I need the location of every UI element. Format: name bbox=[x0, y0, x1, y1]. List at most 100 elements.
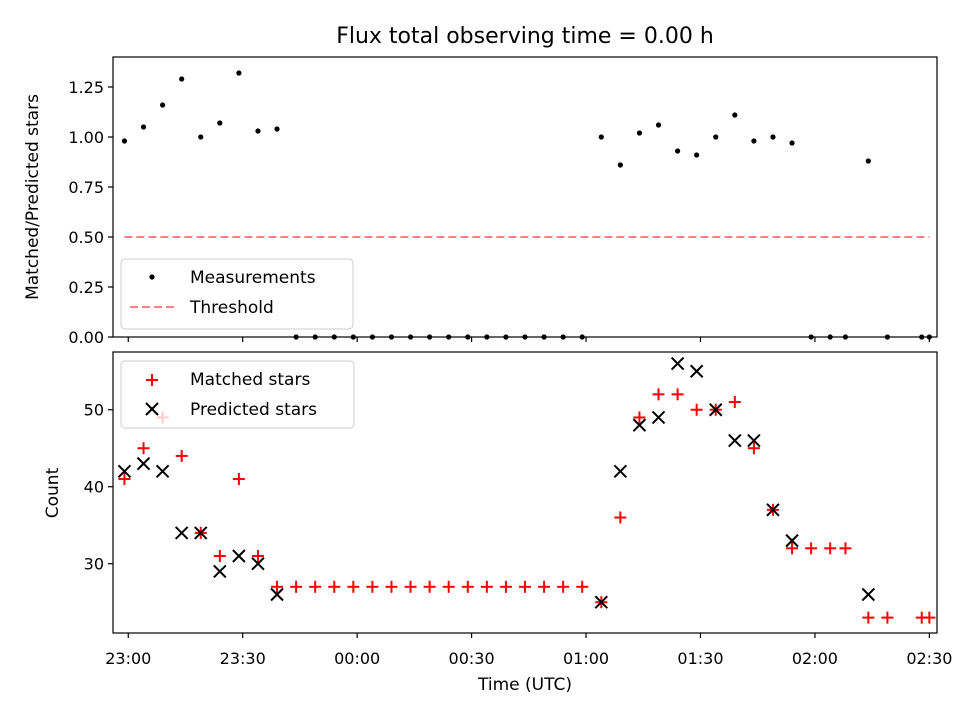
measurement-point bbox=[865, 158, 871, 164]
measurement-point bbox=[770, 134, 776, 140]
predicted-star-point bbox=[594, 595, 609, 609]
y-tick-label: 50 bbox=[84, 401, 104, 420]
y-tick-label: 1.25 bbox=[68, 78, 104, 97]
y-tick-label: 1.00 bbox=[68, 128, 104, 147]
measurement-point bbox=[751, 138, 757, 144]
predicted-star-point bbox=[251, 557, 265, 571]
ratio-y-axis-label: Matched/Predicted stars bbox=[23, 94, 43, 300]
x-tick-label: 23:00 bbox=[105, 649, 151, 668]
ratio-legend: Measurements Threshold bbox=[120, 258, 354, 330]
matched-star-point bbox=[404, 580, 417, 593]
count-y-axis: 30 40 50 bbox=[84, 401, 113, 574]
measurement-point bbox=[140, 124, 147, 130]
ratio-legend-box bbox=[120, 258, 354, 330]
matched-star-point bbox=[347, 580, 360, 593]
measurement-point bbox=[159, 102, 166, 108]
predicted-star-point bbox=[785, 533, 799, 548]
predicted-star-point bbox=[194, 526, 208, 540]
measurements-legend-marker bbox=[149, 274, 155, 280]
measurement-point bbox=[236, 70, 242, 76]
matched-star-point bbox=[328, 580, 341, 593]
matched-star-point bbox=[251, 550, 264, 563]
threshold-legend-label: Threshold bbox=[189, 298, 274, 318]
x-tick-label: 01:30 bbox=[677, 649, 723, 668]
x-tick-label: 00:30 bbox=[449, 649, 495, 668]
predicted-star-point bbox=[689, 364, 704, 378]
predicted-legend-marker bbox=[145, 402, 159, 416]
matched-star-point bbox=[175, 449, 188, 462]
measurement-point bbox=[255, 128, 261, 134]
count-legend-box bbox=[120, 360, 355, 429]
matched-star-point bbox=[442, 580, 455, 593]
x-axis-label: Time (UTC) bbox=[477, 675, 572, 695]
y-tick-label: 30 bbox=[84, 555, 104, 574]
predicted-star-point bbox=[651, 410, 666, 425]
matched-star-point bbox=[839, 542, 852, 555]
count-x-axis: 23:00 23:30 00:00 00:30 01:00 01:30 02:00 02:30 bbox=[105, 633, 952, 668]
measurement-point bbox=[713, 134, 719, 140]
matched-star-point bbox=[881, 611, 894, 624]
matched-star-point bbox=[862, 611, 875, 624]
matched-star-point bbox=[366, 580, 379, 593]
predicted-star-point bbox=[270, 587, 284, 602]
measurement-point bbox=[121, 138, 128, 144]
predicted-star-point bbox=[136, 456, 151, 471]
measurement-point bbox=[674, 148, 681, 154]
y-tick-label: 40 bbox=[84, 478, 104, 497]
measurement-point bbox=[694, 152, 700, 158]
matched-star-point bbox=[652, 388, 665, 401]
x-tick-label: 01:00 bbox=[563, 649, 609, 668]
y-tick-label: 0.75 bbox=[68, 178, 104, 197]
predicted-star-point bbox=[728, 433, 742, 448]
predicted-legend-label: Predicted stars bbox=[190, 400, 317, 420]
matched-legend-marker bbox=[146, 374, 158, 386]
matched-star-point bbox=[824, 542, 837, 555]
matched-star-point bbox=[728, 396, 741, 409]
x-tick-label: 02:30 bbox=[906, 649, 952, 668]
matched-star-point bbox=[423, 580, 436, 593]
matched-star-point bbox=[385, 580, 398, 593]
predicted-star-point bbox=[174, 526, 189, 540]
matched-legend-label: Matched stars bbox=[190, 370, 310, 390]
matched-star-point bbox=[137, 442, 150, 455]
matched-star-point bbox=[614, 511, 627, 524]
ratio-panel: 0.00 0.25 0.50 0.75 1.00 1.25 Matched/Predict… bbox=[23, 56, 938, 347]
y-tick-label: 0.00 bbox=[68, 328, 104, 347]
measurements-legend-label: Measurements bbox=[190, 268, 316, 288]
x-tick-label: 23:30 bbox=[220, 649, 266, 668]
matched-star-point bbox=[290, 580, 303, 593]
matched-star-point bbox=[805, 542, 818, 555]
predicted-star-point bbox=[861, 587, 876, 602]
predicted-star-point bbox=[670, 356, 685, 371]
matched-star-point bbox=[118, 473, 131, 486]
x-tick-label: 02:00 bbox=[792, 649, 838, 668]
matched-star-point bbox=[519, 580, 531, 593]
matched-star-point bbox=[538, 580, 551, 593]
matched-star-point bbox=[671, 388, 684, 401]
matched-star-point bbox=[480, 580, 493, 593]
measurement-point bbox=[179, 76, 185, 82]
figure-title: Flux total observing time = 0.00 h bbox=[336, 24, 714, 49]
predicted-star-point bbox=[232, 549, 246, 563]
x-tick-label: 00:00 bbox=[334, 649, 380, 668]
measurement-point bbox=[732, 112, 738, 118]
predicted-star-point bbox=[632, 418, 647, 432]
predicted-star-point bbox=[117, 464, 132, 479]
predicted-star-point bbox=[766, 503, 780, 517]
count-y-axis-label: Count bbox=[43, 467, 63, 518]
matched-star-point bbox=[690, 403, 703, 416]
ratio-x-ticks bbox=[127, 337, 930, 342]
ratio-y-axis: 0.00 0.25 0.50 0.75 1.00 1.25 bbox=[68, 78, 113, 347]
predicted-star-point bbox=[709, 403, 723, 417]
matched-star-point bbox=[633, 411, 646, 424]
matched-star-point bbox=[786, 542, 799, 555]
matched-star-point bbox=[461, 580, 474, 593]
measurement-point bbox=[598, 134, 604, 140]
predicted-star-point bbox=[213, 564, 227, 579]
ratio-panel-frame bbox=[112, 56, 938, 338]
matched-star-point bbox=[271, 580, 284, 593]
count-panel-frame bbox=[112, 351, 938, 634]
y-tick-label: 0.50 bbox=[68, 228, 104, 247]
measurement-point bbox=[789, 140, 795, 146]
y-tick-label: 0.25 bbox=[68, 278, 104, 297]
